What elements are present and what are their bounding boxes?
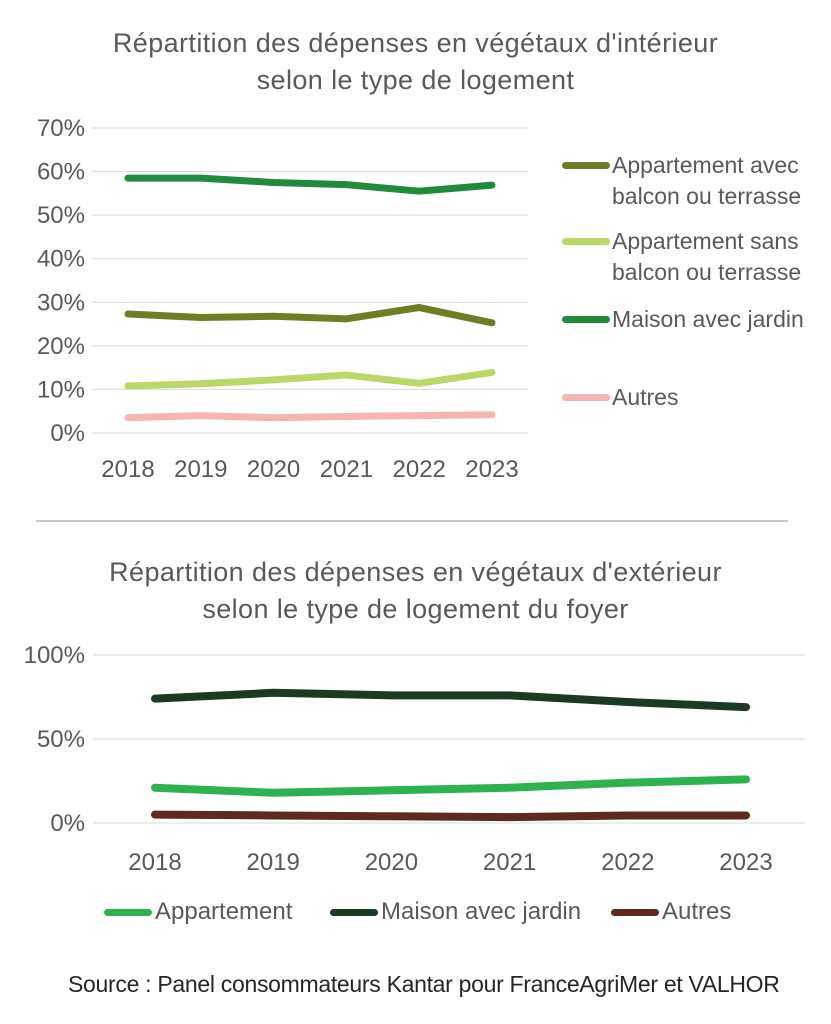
legend-label: Autres xyxy=(612,384,679,410)
legend-item-appartement-avec-balcon-ou-terrasse: Appartement avec balcon ou terrasse xyxy=(562,150,801,212)
y-tick-label: 70% xyxy=(37,115,85,142)
x-tick-label: 2019 xyxy=(174,456,227,483)
legend-label: Appartement sans balcon ou terrasse xyxy=(612,228,802,285)
x-tick-label: 2022 xyxy=(601,849,654,876)
series-line-appartement-avec-balcon-ou-terrasse xyxy=(124,304,496,327)
series-line-autres xyxy=(124,411,496,422)
y-tick-label: 100% xyxy=(24,642,85,669)
legend-label: Autres xyxy=(662,898,732,925)
y-tick-label: 30% xyxy=(37,289,85,316)
legend-item-appartement-sans-balcon-ou-terrasse: Appartement sans balcon ou terrasse xyxy=(562,226,801,288)
x-tick-label: 2021 xyxy=(483,849,536,876)
legend-label: Appartement xyxy=(155,898,293,925)
y-tick-label: 60% xyxy=(37,159,85,186)
series-line-maison-avec-jardin xyxy=(151,688,750,712)
x-tick-label: 2018 xyxy=(128,849,181,876)
y-tick-label: 0% xyxy=(50,810,85,837)
y-tick-label: 40% xyxy=(37,246,85,273)
legend-swatch xyxy=(562,238,610,245)
exterior-chart-title: Répartition des dépenses en végétaux d'e… xyxy=(0,554,831,628)
x-tick-label: 2019 xyxy=(247,849,300,876)
legend-swatch xyxy=(562,162,610,169)
x-tick-label: 2022 xyxy=(393,456,446,483)
interior-chart-legend: Appartement avec balcon ou terrasse Appart… xyxy=(562,0,831,520)
legend-label: Maison avec jardin xyxy=(381,898,582,925)
legend-swatch xyxy=(104,908,152,916)
y-tick-label: 0% xyxy=(50,420,85,447)
legend-swatch xyxy=(330,908,378,916)
y-tick-label: 10% xyxy=(37,376,85,403)
series-line-appartement xyxy=(151,775,750,797)
x-tick-label: 2020 xyxy=(247,456,300,483)
y-tick-label: 20% xyxy=(37,333,85,360)
legend-label: Maison avec jardin xyxy=(612,306,804,332)
x-tick-label: 2018 xyxy=(101,456,154,483)
series-line-maison-avec-jardin xyxy=(124,174,496,195)
legend-swatch xyxy=(611,908,659,916)
series-line-autres xyxy=(151,810,750,822)
x-tick-label: 2020 xyxy=(365,849,418,876)
exterior-chart-title-line2: selon le type de logement du foyer xyxy=(202,594,629,624)
interior-chart-title-line2: selon le type de logement xyxy=(256,65,575,95)
legend-item-autres: Autres xyxy=(611,896,731,928)
interior-chart-title-line1: Répartition des dépenses en végétaux d'i… xyxy=(112,28,719,58)
exterior-line-chart: 0% 50% 100% 2018 2019 2020 2021 2022 2023 xyxy=(24,642,805,876)
x-tick-label: 2023 xyxy=(719,849,772,876)
y-tick-label: 50% xyxy=(37,202,85,229)
legend-swatch xyxy=(562,394,610,401)
exterior-chart-title-line1: Répartition des dépenses en végétaux d'e… xyxy=(109,557,722,587)
x-tick-label: 2021 xyxy=(320,456,373,483)
interior-chart-title: Répartition des dépenses en végétaux d'i… xyxy=(0,25,831,99)
legend-item-autres: Autres xyxy=(562,382,678,413)
legend-swatch xyxy=(562,316,610,323)
legend-item-appartement: Appartement xyxy=(104,896,292,928)
x-tick-label: 2023 xyxy=(465,456,518,483)
legend-label: Appartement avec balcon ou terrasse xyxy=(612,152,802,209)
legend-item-maison-avec-jardin: Maison avec jardin xyxy=(330,896,581,928)
exterior-chart-legend: Appartement Maison avec jardin Autres xyxy=(0,896,831,928)
y-tick-label: 50% xyxy=(37,726,85,753)
section-divider xyxy=(36,520,788,522)
legend-item-maison-avec-jardin: Maison avec jardin xyxy=(562,304,804,335)
series-line-appartement-sans-balcon-ou-terrasse xyxy=(124,368,496,390)
source-caption: Source : Panel consommateurs Kantar pour… xyxy=(68,971,780,997)
interior-line-chart: 0% 10% 20% 30% 40% 50% 60% 70% 2018 2019 2020 2021 2… xyxy=(37,115,528,483)
